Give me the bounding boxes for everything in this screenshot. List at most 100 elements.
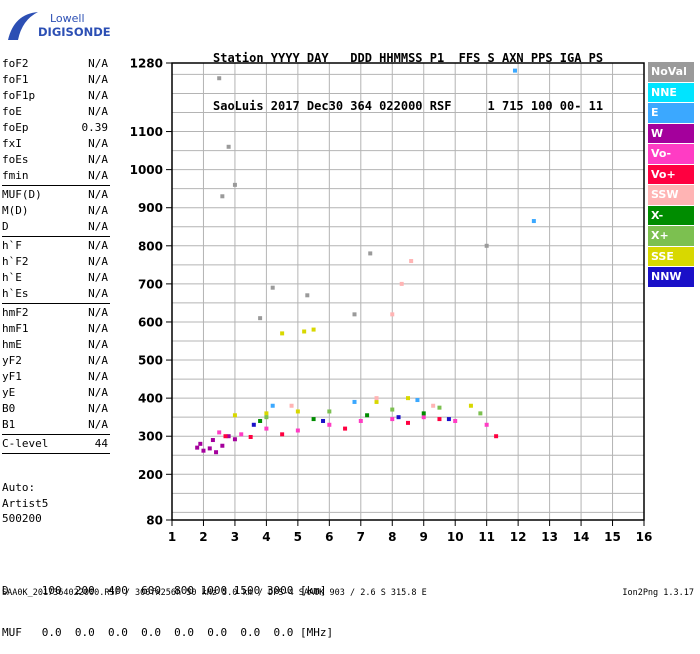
echo-point-e xyxy=(415,398,420,403)
header-line1: Station YYYY DAY DDD HHMMSS P1 FFS S AXN… xyxy=(213,51,604,65)
param-name: B0 xyxy=(2,402,16,415)
param-value: N/A xyxy=(88,153,108,166)
echo-point-ssw xyxy=(289,403,294,408)
echo-point-vo xyxy=(343,426,348,431)
y-tick-label: 400 xyxy=(138,392,163,406)
distance-row: D 100 200 400 600 800 1000 1500 3000 [km… xyxy=(2,584,327,597)
param-name: yE xyxy=(2,386,16,399)
echo-point-sse xyxy=(280,331,285,336)
param-name: foEp xyxy=(2,121,29,134)
echo-point-vo xyxy=(264,426,269,431)
param-row-yf1: yF1 N/A xyxy=(2,369,110,385)
param-name: B1 xyxy=(2,418,16,431)
echo-point-sse xyxy=(468,403,473,408)
param-row-hmf1: hmF1 N/A xyxy=(2,321,110,337)
param-name: hmF1 xyxy=(2,322,29,335)
echo-point-vo xyxy=(421,415,426,420)
param-value: N/A xyxy=(88,322,108,335)
echo-point-w xyxy=(232,437,237,442)
legend-vo: Vo- xyxy=(648,144,694,164)
param-row-fof1p: foF1p N/A xyxy=(2,88,110,104)
param-value: N/A xyxy=(88,137,108,150)
file-info: SAA0K_2017364022000.RSF / 300fx256h 50 k… xyxy=(2,588,427,598)
echo-point-e xyxy=(352,399,357,404)
param-value: 0.39 xyxy=(81,121,109,134)
echo-point-nnw xyxy=(446,417,451,422)
echo-point-sse xyxy=(311,327,316,332)
param-row-foes: foEs N/A xyxy=(2,152,110,168)
echo-point-w xyxy=(201,448,206,453)
echo-point-ssw xyxy=(409,259,414,264)
param-row-hf2: h`F2 N/A xyxy=(2,254,110,270)
param-name: fmin xyxy=(2,169,29,182)
echo-point-sse xyxy=(232,413,237,418)
header-line2: SaoLuis 2017 Dec30 364 022000 RSF 1 715 … xyxy=(213,99,604,113)
param-name: C-level xyxy=(2,437,49,450)
param-value: N/A xyxy=(88,338,108,351)
param-row-hmf2: hmF2 N/A xyxy=(2,305,110,321)
echo-point-vo xyxy=(295,428,300,433)
echo-point-vo xyxy=(327,422,332,427)
version-label: Ion2Png 1.3.17 xyxy=(622,588,694,598)
x-tick-label: 12 xyxy=(510,530,527,544)
echo-point-noval xyxy=(305,293,310,298)
echo-point-sse xyxy=(302,329,307,334)
y-tick-label: 300 xyxy=(138,430,163,444)
param-value: N/A xyxy=(88,287,108,300)
echo-point-w xyxy=(195,445,200,450)
param-name: h`Es xyxy=(2,287,29,300)
param-value: N/A xyxy=(88,239,108,252)
station-header: Station YYYY DAY DDD HHMMSS P1 FFS S AXN… xyxy=(213,18,603,130)
echo-point-x xyxy=(365,413,370,418)
param-row-mufd: MUF(D) N/A xyxy=(2,187,110,203)
echo-point-e xyxy=(270,403,275,408)
param-value: 44 xyxy=(94,437,108,450)
logo-line2: DIGISONDE xyxy=(38,25,111,39)
y-tick-label: 800 xyxy=(138,239,163,253)
echo-point-e xyxy=(531,219,536,224)
echo-point-vo xyxy=(358,418,363,423)
echo-point-sse xyxy=(374,399,379,404)
param-row-b0: B0 N/A xyxy=(2,401,110,417)
x-tick-label: 5 xyxy=(294,530,302,544)
echo-point-w xyxy=(214,450,219,455)
param-name: hmF2 xyxy=(2,306,29,319)
echo-point-vo xyxy=(223,434,228,439)
echo-point-noval xyxy=(258,316,263,321)
legend-ssw: SSW xyxy=(648,185,694,205)
echo-point-ssw xyxy=(431,403,436,408)
x-tick-label: 1 xyxy=(168,530,176,544)
echo-point-noval xyxy=(270,285,275,290)
echo-point-x xyxy=(264,415,269,420)
echo-point-x xyxy=(258,418,263,423)
echo-point-vo xyxy=(390,417,395,422)
y-tick-label: 200 xyxy=(138,468,163,482)
auto-artist: Artist5 xyxy=(2,496,49,510)
y-tick-label: 1280 xyxy=(130,57,163,71)
echo-point-e xyxy=(512,68,517,73)
y-tick-label: 500 xyxy=(138,354,163,368)
logo-line1: Lowell xyxy=(50,12,85,25)
param-value: N/A xyxy=(88,306,108,319)
echo-point-x xyxy=(327,409,332,414)
param-row-fof1: foF1 N/A xyxy=(2,72,110,88)
param-row-fof2: foF2 N/A xyxy=(2,56,110,72)
echo-point-w xyxy=(198,441,203,446)
x-tick-label: 4 xyxy=(262,530,270,544)
param-name: D xyxy=(2,220,9,233)
muf-table: D 100 200 400 600 800 1000 1500 3000 [km… xyxy=(2,556,333,654)
param-row-ye: yE N/A xyxy=(2,385,110,401)
param-name: h`E xyxy=(2,271,22,284)
param-name: h`F xyxy=(2,239,22,252)
param-row-hf: h`F N/A xyxy=(2,238,110,254)
param-name: yF1 xyxy=(2,370,22,383)
param-name: foF1p xyxy=(2,89,36,102)
y-tick-label: 80 xyxy=(146,514,163,528)
x-tick-label: 14 xyxy=(573,530,590,544)
echo-point-noval xyxy=(352,312,357,317)
auto-scaling-info: Auto: Artist5 500200 xyxy=(2,480,48,527)
echo-point-vo xyxy=(453,418,458,423)
param-value: N/A xyxy=(88,204,108,217)
param-value: N/A xyxy=(88,255,108,268)
echo-point-vo xyxy=(437,417,442,422)
